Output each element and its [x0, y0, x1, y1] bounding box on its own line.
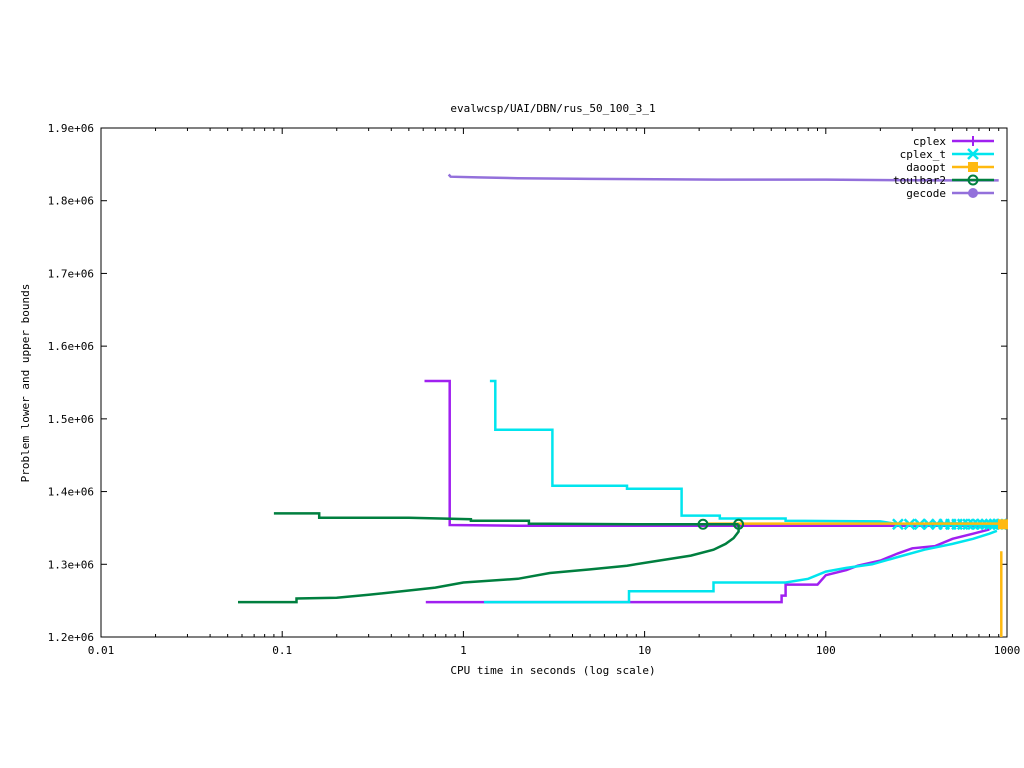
x-tick-label: 1 [460, 644, 467, 657]
y-tick-label: 1.8e+06 [48, 195, 94, 208]
x-axis-label: CPU time in seconds (log scale) [450, 664, 655, 677]
series-cplex_t [484, 379, 1008, 604]
data-point-toulbar2 [697, 518, 709, 530]
series-line-cplex_t [489, 379, 999, 526]
y-axis: 1.2e+06 1.3e+06 1.4e+06 1.5e+06 1.6e+06 1.7e+… [48, 122, 1007, 644]
series-gecode [447, 173, 999, 182]
y-axis-label: Problem lower and upper bounds [19, 284, 32, 483]
data-point-daoopt [997, 519, 1008, 530]
series-toulbar2 [238, 512, 745, 604]
x-tick-label: 100 [816, 644, 836, 657]
x-tick-label: 1000 [994, 644, 1021, 657]
y-tick-label: 1.2e+06 [48, 631, 94, 644]
x-tick-label: 0.1 [272, 644, 292, 657]
y-tick-label: 1.5e+06 [48, 413, 94, 426]
series-line-gecode [447, 173, 999, 182]
legend-marker-cplex [968, 136, 978, 146]
series-line-toulbar2 [273, 512, 739, 526]
series-line-cplex_t [484, 529, 998, 604]
y-tick-label: 1.7e+06 [48, 267, 94, 280]
y-tick-label: 1.4e+06 [48, 486, 94, 499]
x-tick-label: 0.01 [88, 644, 115, 657]
legend-marker-toulbar2 [967, 174, 979, 186]
series-line-toulbar2 [238, 524, 740, 604]
legend-marker-daoopt [968, 162, 978, 172]
x-axis: 0.01 0.1 1 10 100 1000 [88, 128, 1021, 657]
x-tick-label: 10 [638, 644, 651, 657]
legend-label-daoopt: daoopt [906, 161, 946, 174]
legend-marker-cplex_t [967, 148, 979, 160]
series-line-cplex [424, 379, 999, 527]
series-cplex [424, 379, 999, 604]
chart-title: evalwcsp/UAI/DBN/rus_50_100_3_1 [450, 102, 655, 115]
y-tick-label: 1.9e+06 [48, 122, 94, 135]
legend-label-cplex: cplex [913, 135, 946, 148]
y-tick-label: 1.3e+06 [48, 558, 94, 571]
legend-label-toulbar2: toulbar2 [893, 174, 946, 187]
series-daoopt [706, 519, 1008, 637]
plot-frame [100, 127, 1008, 638]
legend-label-cplex_t: cplex_t [900, 148, 946, 161]
series-layer [238, 173, 1008, 637]
y-tick-label: 1.6e+06 [48, 340, 94, 353]
legend-marker-gecode [968, 188, 978, 198]
data-point-toulbar2 [733, 518, 745, 530]
legend-label-gecode: gecode [906, 187, 946, 200]
